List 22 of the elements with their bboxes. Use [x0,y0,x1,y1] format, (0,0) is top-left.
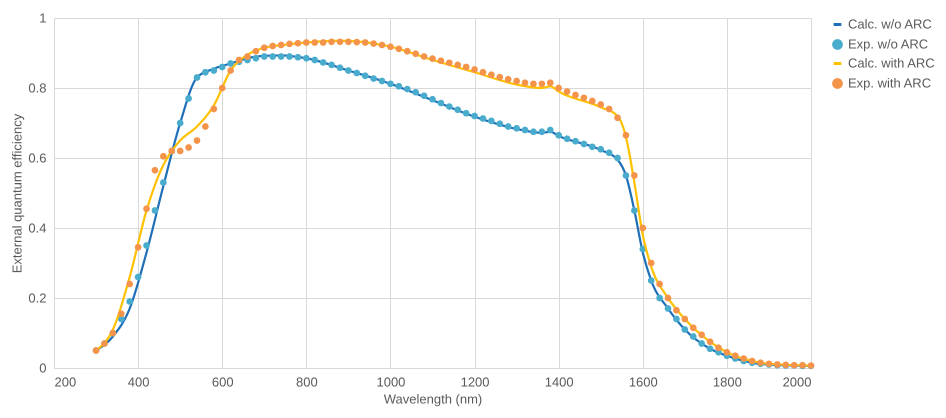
legend-label: Exp. with ARC [848,76,932,90]
y-tick-label: 0.6 [28,150,46,166]
legend-label: Calc. with ARC [848,56,935,70]
x-tick-label: 2000 [782,374,812,390]
x-axis-title: Wavelength (nm) [384,392,482,406]
x-tick-label: 1200 [460,374,490,390]
legend-label: Calc. w/o ARC [848,16,932,32]
y-tick-label: 0 [39,360,46,376]
x-tick-label: 1400 [544,374,574,390]
y-tick-label: 0.8 [28,80,46,96]
x-tick-label: 800 [296,374,318,390]
y-axis-title: External quantum efficiency [9,113,24,274]
y-tick-label: 0.4 [28,220,46,236]
y-tick-label: 0.2 [28,290,46,306]
y-tick-label: 1 [39,10,46,26]
x-tick-label: 600 [212,374,234,390]
x-tick-label: 1800 [712,374,742,390]
x-tick-label: 400 [128,374,150,390]
legend-label: Exp. w/o ARC [848,36,928,52]
x-tick-label: 1600 [628,374,658,390]
x-tick-label: 1000 [376,374,406,390]
x-tick-label: 200 [54,374,76,390]
